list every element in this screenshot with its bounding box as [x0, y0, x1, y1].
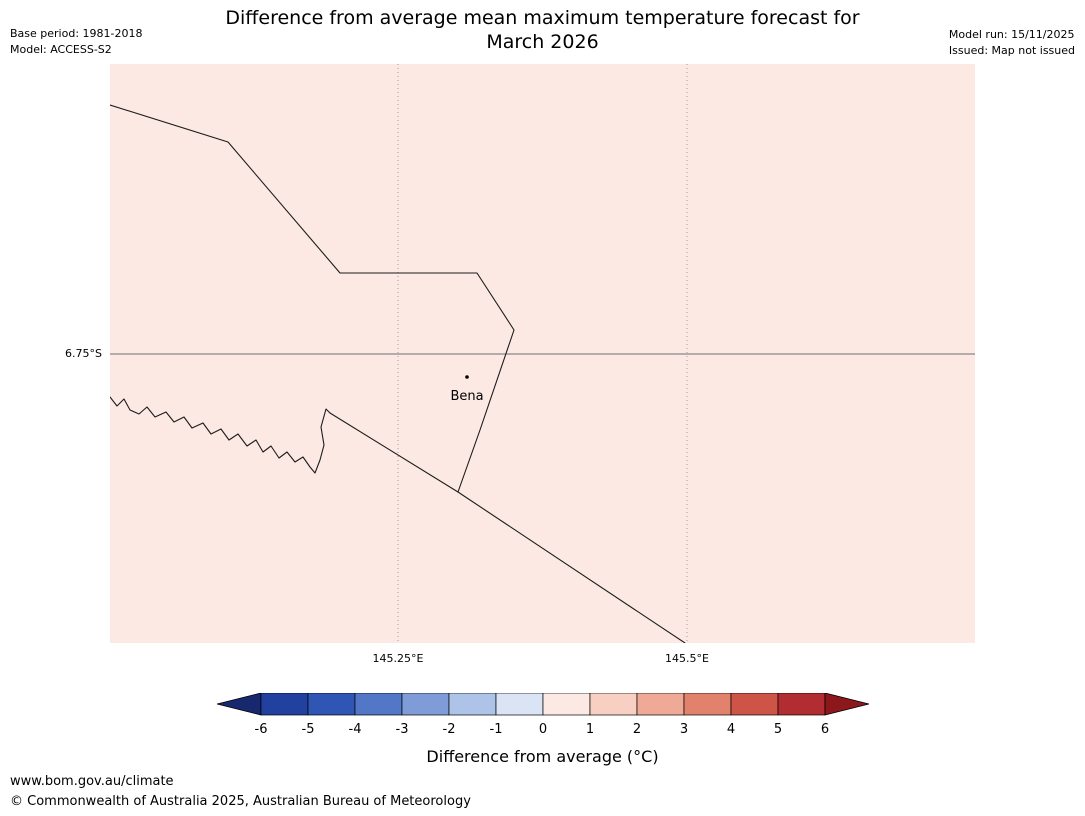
colorbar-segment	[495, 692, 544, 716]
map-boundary-line	[110, 396, 331, 474]
model-run-text: Model run: 15/11/2025	[948, 28, 1075, 41]
colorbar-segment	[307, 692, 356, 716]
map-boundary-line	[110, 104, 515, 493]
footer-copyright: © Commonwealth of Australia 2025, Austra…	[10, 794, 471, 809]
footer-url: www.bom.gov.au/climate	[10, 774, 174, 789]
colorbar-segment	[542, 692, 591, 716]
station-label: Bena	[450, 389, 483, 404]
lat-tick-label: 6.75°S	[65, 347, 102, 360]
lon-tick-label-2: 145.5°E	[665, 652, 709, 665]
base-period-text: Base period: 1981-2018	[10, 27, 143, 40]
colorbar-segment	[636, 692, 685, 716]
colorbar-segment	[401, 692, 450, 716]
colorbar-tick-label: 6	[821, 722, 829, 737]
issued-text: Issued: Map not issued	[948, 44, 1075, 57]
colorbar-segment	[589, 692, 638, 716]
meta-right: Model run: 15/11/2025 Issued: Map not is…	[949, 27, 1075, 59]
colorbar-tick-label: -4	[349, 722, 362, 737]
colorbar-tick-label: -5	[302, 722, 315, 737]
colorbar-tick-label: -6	[255, 722, 268, 737]
colorbar-tick-label: -2	[443, 722, 456, 737]
colorbar-tick-label: 2	[633, 722, 641, 737]
colorbar: -6 -5 -4 -3 -2 -1 0 1 2 3 4 5 6	[216, 692, 870, 739]
colorbar-segment	[260, 692, 309, 716]
station-dot	[465, 375, 469, 379]
colorbar-tick-label: -3	[396, 722, 409, 737]
model-text: Model: ACCESS-S2	[10, 43, 112, 56]
colorbar-tick-label: -1	[490, 722, 503, 737]
title-line-2: March 2026	[486, 31, 599, 53]
colorbar-tick-label: 4	[727, 722, 735, 737]
page-title: Difference from average mean maximum tem…	[0, 6, 1085, 54]
colorbar-label: Difference from average (°C)	[426, 747, 659, 766]
colorbar-arrow-left	[216, 692, 262, 716]
colorbar-segment	[354, 692, 403, 716]
colorbar-segment	[730, 692, 779, 716]
colorbar-segment	[683, 692, 732, 716]
meta-left: Base period: 1981-2018 Model: ACCESS-S2	[10, 26, 142, 58]
colorbar-segment	[448, 692, 497, 716]
title-line-1: Difference from average mean maximum tem…	[225, 7, 860, 29]
colorbar-tick-label: 0	[539, 722, 547, 737]
colorbar-canvas: -6 -5 -4 -3 -2 -1 0 1 2 3 4 5 6	[216, 692, 870, 737]
colorbar-segment	[777, 692, 826, 716]
map-boundary-line	[329, 412, 686, 643]
lon-tick-label-1: 145.25°E	[372, 652, 424, 665]
colorbar-tick-label: 3	[680, 722, 688, 737]
colorbar-tick-label: 1	[586, 722, 594, 737]
colorbar-arrow-right	[824, 692, 870, 716]
forecast-map-canvas: Bena	[110, 64, 975, 643]
colorbar-tick-label: 5	[774, 722, 782, 737]
forecast-map: Bena	[110, 64, 975, 643]
